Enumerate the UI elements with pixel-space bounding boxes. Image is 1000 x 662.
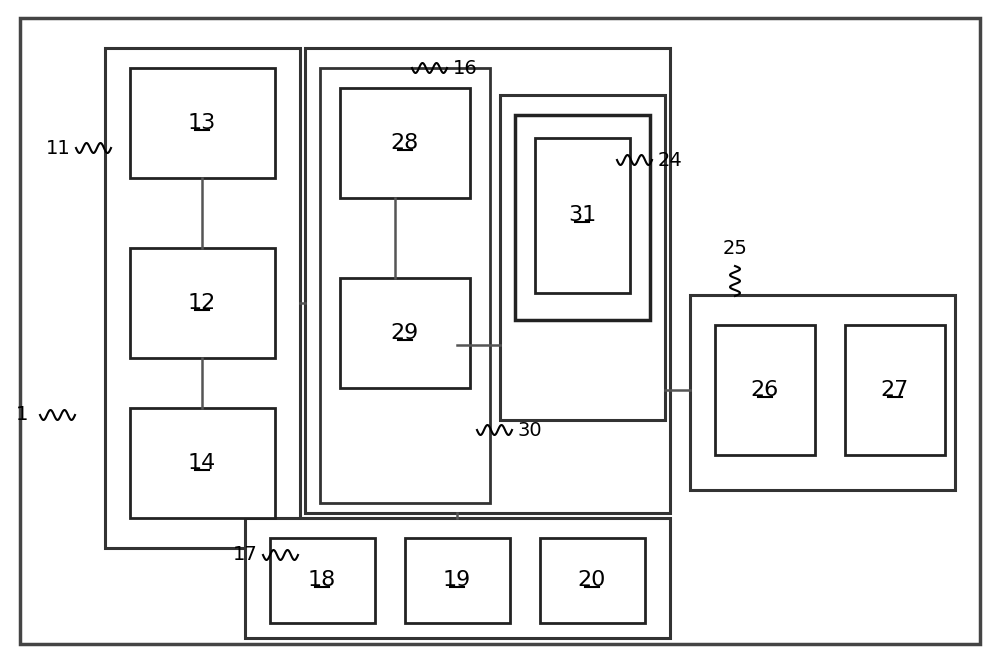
Bar: [515, 115, 650, 320]
Text: 31: 31: [568, 205, 596, 225]
Bar: [305, 48, 670, 513]
Text: 28: 28: [391, 133, 419, 153]
Bar: [340, 278, 470, 388]
Bar: [500, 95, 665, 420]
Bar: [245, 518, 670, 638]
Text: 1: 1: [16, 406, 28, 424]
Text: 16: 16: [453, 58, 477, 77]
Bar: [130, 248, 275, 358]
Bar: [535, 138, 630, 293]
Bar: [715, 325, 815, 455]
Bar: [845, 325, 945, 455]
Text: 11: 11: [46, 138, 70, 158]
Bar: [340, 88, 470, 198]
Text: 20: 20: [578, 570, 606, 590]
Text: 24: 24: [658, 150, 682, 169]
Text: 25: 25: [723, 238, 747, 258]
Bar: [105, 48, 300, 548]
Bar: [690, 295, 955, 490]
Bar: [320, 68, 490, 503]
Bar: [270, 538, 375, 623]
Text: 13: 13: [188, 113, 216, 133]
Bar: [130, 408, 275, 518]
Text: 18: 18: [308, 570, 336, 590]
Text: 14: 14: [188, 453, 216, 473]
Text: 27: 27: [881, 380, 909, 400]
Bar: [540, 538, 645, 623]
Bar: [405, 538, 510, 623]
Text: 29: 29: [391, 323, 419, 343]
Text: 30: 30: [518, 420, 542, 440]
Bar: [130, 68, 275, 178]
Text: 19: 19: [443, 570, 471, 590]
Text: 26: 26: [751, 380, 779, 400]
Text: 12: 12: [188, 293, 216, 313]
Text: 17: 17: [233, 545, 257, 565]
